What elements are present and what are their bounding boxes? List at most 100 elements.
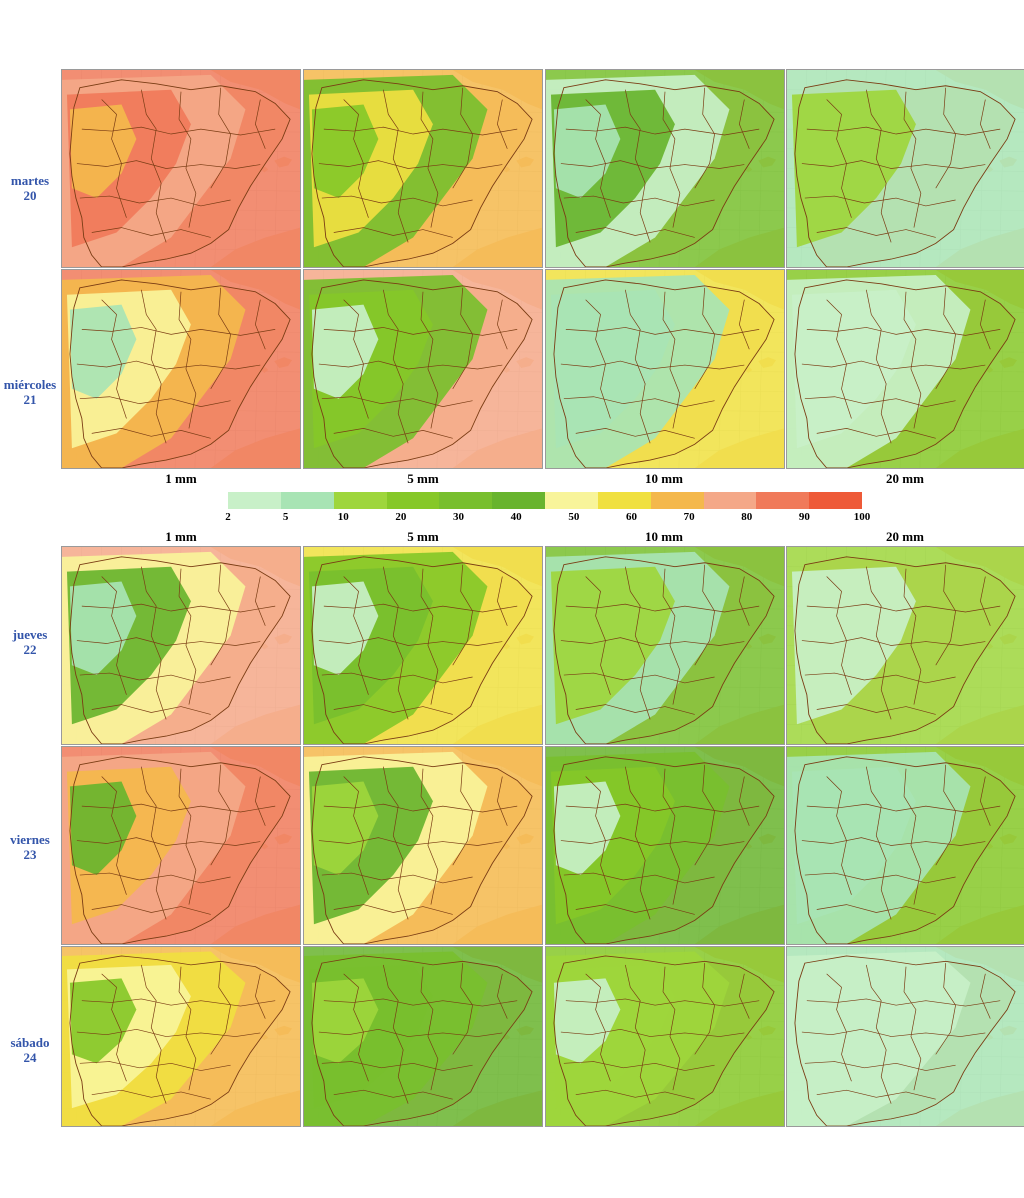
province-border xyxy=(565,803,760,813)
province-border xyxy=(382,766,409,920)
province-border xyxy=(452,287,473,389)
probability-zone xyxy=(791,566,916,725)
legend-swatch xyxy=(333,492,387,509)
map-panel xyxy=(303,946,543,1127)
province-border xyxy=(980,299,991,350)
map-panel xyxy=(61,269,301,469)
province-border xyxy=(343,973,369,1082)
province-border xyxy=(321,672,473,684)
province-border xyxy=(739,973,750,1019)
probability-zone xyxy=(69,978,137,1064)
province-border xyxy=(420,91,439,228)
province-border xyxy=(903,768,922,905)
province-border xyxy=(560,1029,745,1037)
province-border xyxy=(140,766,167,920)
legend-tick-label: 70 xyxy=(683,511,695,523)
map-svg xyxy=(62,547,300,744)
province-border xyxy=(804,672,956,684)
coastline xyxy=(794,279,1016,468)
map-panel xyxy=(61,746,301,945)
province-border xyxy=(318,1029,503,1037)
province-border xyxy=(560,637,745,646)
map-svg xyxy=(787,747,1024,944)
threshold-label-20mm: 20 mm xyxy=(886,471,924,486)
map-panel xyxy=(303,746,543,945)
province-border xyxy=(694,87,715,189)
map-svg xyxy=(546,947,784,1126)
province-border xyxy=(178,568,197,705)
probability-zone xyxy=(791,766,916,925)
province-border xyxy=(101,299,127,419)
province-border xyxy=(565,603,760,613)
province-border xyxy=(806,327,1001,336)
province-border xyxy=(801,637,986,646)
province-border xyxy=(801,360,986,370)
probability-zone xyxy=(550,566,675,725)
threshold-label-1mm: 1 mm xyxy=(165,471,197,486)
province-border xyxy=(662,568,681,705)
province-border xyxy=(210,87,231,189)
map-panel xyxy=(545,69,785,268)
coastline xyxy=(794,556,1016,744)
province-border xyxy=(333,904,453,915)
province-border xyxy=(903,568,922,705)
province-border xyxy=(420,768,439,905)
coastline xyxy=(794,756,1016,944)
province-border xyxy=(980,973,991,1019)
province-border xyxy=(210,963,231,1055)
coastline xyxy=(794,955,1016,1126)
province-border xyxy=(452,564,473,666)
probability-zone xyxy=(791,289,916,449)
province-border xyxy=(739,776,750,826)
day-label-martes: martes 20 xyxy=(0,173,60,203)
probability-zone xyxy=(787,951,971,1126)
map-svg xyxy=(62,747,300,944)
province-border xyxy=(624,289,651,444)
coastline xyxy=(69,279,291,468)
province-border xyxy=(79,1061,231,1071)
province-border xyxy=(382,566,409,720)
map-panel xyxy=(61,69,301,268)
province-border xyxy=(321,396,473,407)
province-border xyxy=(333,704,453,715)
map-svg xyxy=(787,947,1024,1126)
province-border xyxy=(81,603,276,613)
province-border xyxy=(343,299,369,419)
coastline xyxy=(69,556,291,744)
province-border xyxy=(801,160,986,169)
day-name: viernes xyxy=(10,832,50,847)
probability-zone xyxy=(311,104,379,199)
coastline xyxy=(69,955,291,1126)
map-panel xyxy=(545,946,785,1127)
map-panel xyxy=(545,269,785,469)
legend-swatch xyxy=(280,492,335,509)
coastline xyxy=(311,79,533,267)
province-border xyxy=(323,126,518,136)
legend-swatch xyxy=(597,492,652,509)
coastline xyxy=(553,955,775,1126)
day-number: 23 xyxy=(23,847,37,862)
day-name: jueves xyxy=(12,627,48,642)
day-number: 20 xyxy=(23,188,37,203)
probability-zone xyxy=(311,581,379,676)
map-svg xyxy=(304,270,542,468)
province-border xyxy=(563,872,715,884)
probability-zone xyxy=(550,289,675,449)
province-border xyxy=(79,396,231,407)
day-label-sabado: sábado 24 xyxy=(0,1035,60,1065)
map-panel xyxy=(786,746,1024,945)
province-border xyxy=(321,1061,473,1071)
province-border xyxy=(694,564,715,666)
province-border xyxy=(739,99,750,149)
province-border xyxy=(76,637,261,646)
legend-tick-label: 20 xyxy=(395,511,407,523)
province-border xyxy=(255,776,266,826)
province-border xyxy=(76,360,261,370)
province-border xyxy=(91,227,211,238)
province-border xyxy=(575,1089,695,1100)
map-svg xyxy=(546,547,784,744)
province-border xyxy=(452,963,473,1055)
province-border xyxy=(321,872,473,884)
probability-zone xyxy=(69,104,137,199)
